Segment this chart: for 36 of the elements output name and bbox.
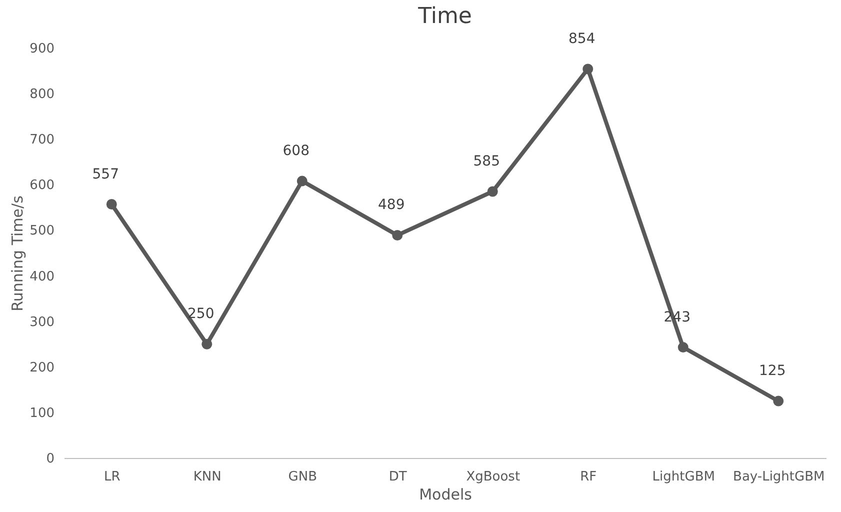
data-label: 585	[473, 154, 500, 170]
point	[582, 64, 594, 74]
point	[202, 338, 212, 350]
x-tick-label: RF	[580, 470, 597, 484]
x-tick-label: LR	[104, 470, 120, 484]
data-label: 854	[568, 30, 596, 47]
data-label: 125	[759, 363, 786, 380]
y-tick-label: 500	[30, 224, 54, 239]
data-label: 608	[282, 143, 310, 160]
x-tick-label: DT	[388, 470, 407, 484]
y-tick-label: 200	[30, 360, 54, 376]
y-tick-label: 0	[46, 452, 54, 466]
y-tick-label: 300	[30, 314, 54, 330]
y-tick-label: 900	[30, 42, 54, 56]
point	[773, 396, 784, 406]
point	[296, 176, 308, 186]
y-tick-label: 400	[30, 269, 54, 284]
point	[392, 230, 403, 240]
data-label: 557	[92, 166, 119, 182]
chart-title: Time	[417, 4, 472, 29]
x-tick-label: KNN	[193, 470, 222, 484]
x-tick-label: Bay-LightGBM	[733, 470, 825, 484]
x-tick-label: XgBoost	[466, 470, 520, 484]
x-axis-title: Models	[419, 486, 472, 504]
y-tick-label: 800	[30, 87, 54, 102]
x-tick-label: LightGBM	[652, 470, 715, 484]
y-tick-label: 600	[30, 178, 54, 194]
y-tick-label: 700	[30, 132, 54, 148]
point	[487, 186, 498, 197]
y-axis-title: Running Time/s	[8, 195, 27, 312]
data-label: 250	[188, 306, 214, 322]
data-label: 489	[378, 197, 405, 214]
y-tick-label: 100	[30, 406, 54, 421]
x-tick-label: GNB	[288, 470, 317, 484]
point	[106, 199, 117, 210]
point	[678, 342, 688, 353]
